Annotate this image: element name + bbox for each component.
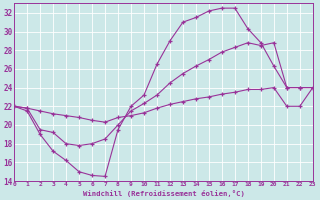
X-axis label: Windchill (Refroidissement éolien,°C): Windchill (Refroidissement éolien,°C) (83, 190, 244, 197)
